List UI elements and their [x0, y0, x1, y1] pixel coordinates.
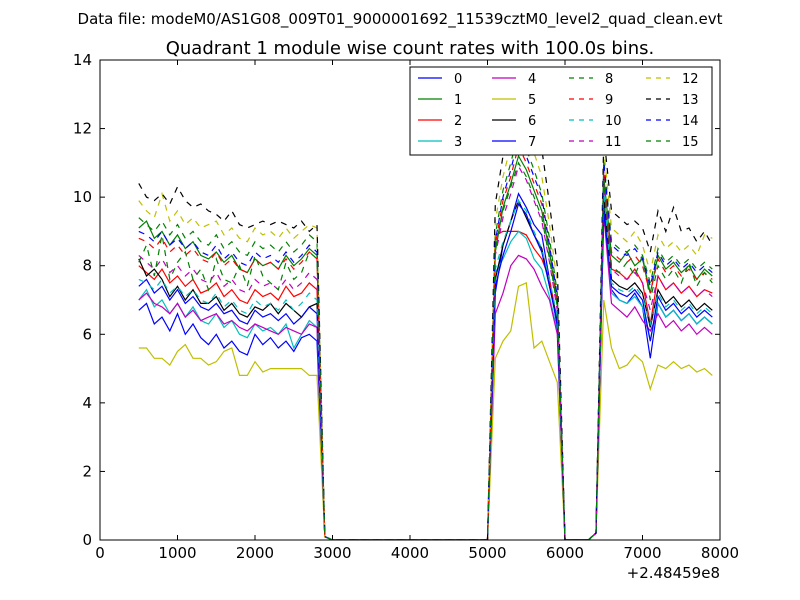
series-line-1: [138, 154, 713, 540]
legend-label-4: 4: [528, 72, 536, 87]
series-line-0: [138, 192, 713, 540]
series-group: [138, 75, 713, 540]
series-line-13: [138, 75, 713, 540]
legend-label-0: 0: [454, 72, 462, 87]
series-line-7: [138, 202, 713, 540]
legend-frame: [409, 66, 713, 156]
series-line-3: [138, 200, 713, 540]
legend-label-6: 6: [528, 114, 536, 129]
series-line-10: [138, 190, 713, 540]
y-tick-label: 6: [82, 325, 92, 343]
x-tick-label: 8000: [701, 544, 739, 562]
legend-label-7: 7: [528, 135, 536, 150]
y-tick-label: 0: [82, 531, 92, 549]
series-line-8: [138, 130, 713, 540]
legend-label-12: 12: [682, 72, 699, 87]
legend-label-14: 14: [682, 114, 699, 129]
y-tick-label: 2: [82, 462, 92, 480]
y-tick-label: 8: [82, 257, 92, 275]
y-tick-label: 14: [73, 51, 92, 69]
x-tick-label: 3000: [313, 544, 351, 562]
x-tick-label: 6000: [546, 544, 584, 562]
series-line-12: [138, 113, 713, 540]
legend-label-15: 15: [682, 135, 699, 150]
series-line-11: [138, 164, 713, 540]
y-tick-label: 4: [82, 394, 92, 412]
legend-label-8: 8: [605, 72, 613, 87]
legend-label-3: 3: [454, 135, 462, 150]
x-tick-label: 4000: [391, 544, 429, 562]
y-tick-label: 12: [73, 120, 92, 138]
legend-label-2: 2: [454, 114, 462, 129]
series-line-5: [138, 282, 713, 540]
series-line-2: [138, 193, 713, 540]
x-tick-label: 7000: [623, 544, 661, 562]
legend-label-11: 11: [605, 135, 622, 150]
legend-label-10: 10: [605, 114, 622, 129]
series-line-15: [138, 161, 713, 540]
x-tick-label: 5000: [468, 544, 506, 562]
series-line-9: [138, 143, 713, 540]
x-offset-label: +2.48459e8: [627, 564, 720, 582]
legend-label-9: 9: [605, 93, 613, 108]
legend-label-13: 13: [682, 93, 699, 108]
suptitle: Data file: modeM0/AS1G08_009T01_90000016…: [78, 10, 723, 29]
legend-label-1: 1: [454, 93, 462, 108]
x-tick-label: 1000: [158, 544, 196, 562]
x-tick-label: 2000: [236, 544, 274, 562]
x-axis: 0 1000 2000 3000 4000 5000 6000 7000 8000: [95, 60, 739, 562]
y-tick-label: 10: [73, 188, 92, 206]
x-tick-label: 0: [95, 544, 105, 562]
series-line-4: [138, 214, 713, 540]
plot-area: 0 1000 2000 3000 4000 5000 6000 7000 8000 0 2 4 6 8 1…: [73, 51, 739, 582]
series-line-14: [138, 137, 713, 540]
legend-label-5: 5: [528, 93, 536, 108]
series-line-6: [138, 197, 713, 540]
chart-title: Quadrant 1 module wise count rates with …: [166, 38, 655, 59]
